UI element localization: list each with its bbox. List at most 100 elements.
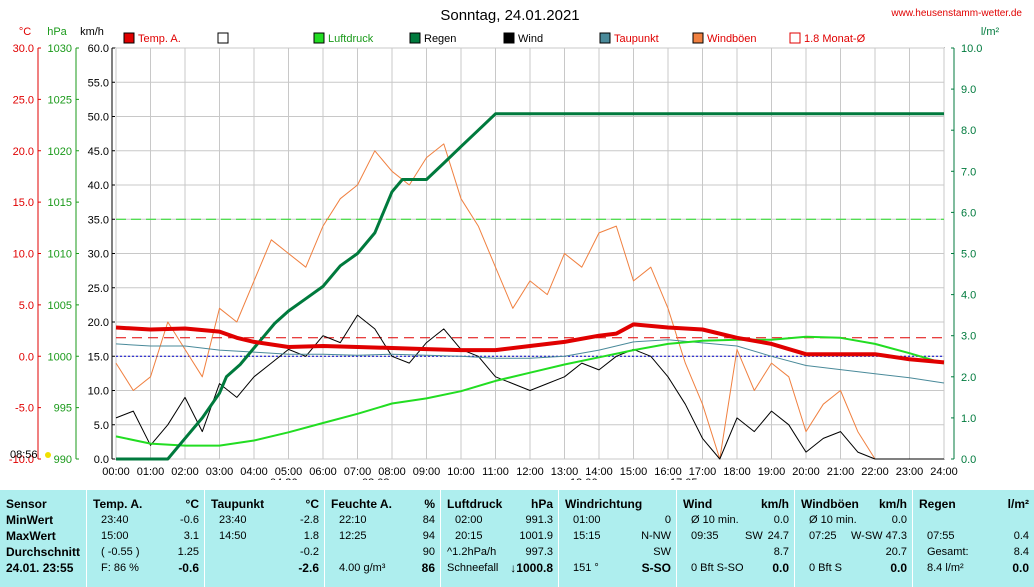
press-header: Luftdruck: [447, 497, 503, 511]
y-tick-label: 10.0: [13, 249, 34, 261]
x-tick-label: 13:00: [551, 466, 579, 478]
x-tick-label: 06:00: [309, 466, 337, 478]
hum-current: 86: [421, 561, 435, 575]
rain-total: 8.4: [1013, 546, 1029, 558]
y-tick-label: 1015: [48, 197, 72, 209]
sun-marker-label: 17:05: [670, 477, 698, 480]
legend-label: Luftdruck: [328, 33, 374, 45]
date-label: 24.01. 23:55: [6, 561, 74, 575]
rain-tick-label: 9.0: [961, 84, 976, 96]
rain-tick-label: 4.0: [961, 290, 976, 302]
legend-item: 1.8 Monat-Ø: [789, 32, 866, 45]
pressure-column: Luftdruck hPa 02:00 991.3 20:15 1001.9 ^1.2…: [440, 490, 559, 587]
gust-max: 47.3: [885, 530, 907, 542]
kmh-unit: km/h: [80, 26, 104, 38]
press-trend: ^1.2hPa/h: [447, 546, 497, 558]
dir-header: Windrichtung: [565, 497, 643, 511]
x-tick-label: 16:00: [654, 466, 682, 478]
y-tick-label: 5.0: [94, 420, 109, 432]
legend-swatch: [599, 32, 611, 44]
wind-column: Wind km/h Ø 10 min. 0.0 09:35 SW 24.7 8.7 0 …: [676, 490, 795, 587]
legend-label: Taupunkt: [614, 33, 659, 45]
hum-min: 84: [422, 514, 435, 526]
legend-swatch: [123, 32, 135, 44]
rain-tick-label: 6.0: [961, 207, 976, 219]
hum-header: Feuchte A.: [331, 497, 392, 511]
y-tick-label: 15.0: [13, 197, 34, 209]
legend-swatch: [692, 32, 704, 44]
legend-label: Temp. A.: [138, 33, 181, 45]
gust-min: 0.0: [891, 514, 907, 526]
x-tick-label: 22:00: [861, 466, 889, 478]
y-tick-label: 5.0: [19, 300, 34, 312]
legend-swatch: [217, 32, 229, 44]
temp-min: -0.6: [180, 514, 199, 526]
y-tick-label: 20.0: [88, 317, 109, 329]
rain-tick-label: 3.0: [961, 331, 976, 343]
y-tick-label: 25.0: [88, 283, 109, 295]
series-windb-en: [115, 143, 944, 460]
x-tick-label: 05:00: [275, 466, 303, 478]
y-tick-label: -5.0: [15, 403, 34, 415]
press-max: 1001.9: [519, 530, 553, 542]
rain-current: 0.0: [1012, 561, 1029, 575]
sensor-header: Sensor: [6, 497, 47, 511]
gust-column: Windböen km/h Ø 10 min. 0.0 07:25 W-SW 47.3 …: [794, 490, 913, 587]
dew-unit: °C: [305, 497, 319, 511]
temp-current: -0.6: [178, 561, 199, 575]
hum-avg: 90: [422, 546, 435, 558]
sun-marker-label: 08:08: [362, 477, 390, 480]
x-tick-label: 17:00: [689, 466, 717, 478]
dew-current: -2.6: [298, 561, 319, 575]
dir-avg: SW: [653, 546, 671, 558]
y-tick-label: 15.0: [88, 351, 109, 363]
press-avg: 997.3: [525, 546, 553, 558]
x-tick-label: 00:00: [102, 466, 130, 478]
legend-item: Windböen: [692, 32, 757, 45]
x-tick-label: 07:00: [344, 466, 372, 478]
rain-tick-label: 2.0: [961, 372, 976, 384]
dew-header: Taupunkt: [211, 497, 265, 511]
temp-unit: °C: [19, 26, 31, 38]
dew-max-time: 14:50: [219, 530, 247, 542]
gust-max-dir: W-SW: [851, 530, 883, 542]
statistics-panel: Sensor MinWert MaxWert Durchschnitt 24.0…: [0, 490, 1034, 587]
legend-swatch: [789, 32, 801, 44]
temp-unit-label: °C: [185, 497, 199, 511]
legend-item: Regen: [409, 32, 456, 45]
y-tick-label: 45.0: [88, 146, 109, 158]
rain-max-time: 07:55: [927, 530, 955, 542]
temp-column: Temp. A. °C 23:40 -0.6 15:00 3.1 ( -0.55 ) 1…: [86, 490, 205, 587]
sun-marker-label: 13:06: [570, 477, 598, 480]
legend-item: Temp. A.: [123, 32, 181, 45]
rain-max: 0.4: [1013, 530, 1029, 542]
wind-max-time: 09:35: [691, 530, 719, 542]
gust-unit: km/h: [878, 497, 907, 511]
legend-label: Regen: [424, 33, 456, 45]
rain-tick-label: 8.0: [961, 125, 976, 137]
legend-swatch: [313, 32, 325, 44]
temp-max-time: 15:00: [101, 530, 129, 542]
y-tick-label: 1000: [48, 351, 72, 363]
dew-min: -2.8: [300, 514, 319, 526]
wind-max: 24.7: [767, 530, 789, 542]
y-tick-label: 50.0: [88, 112, 109, 124]
dir-min-time: 01:00: [573, 514, 601, 526]
sensor-column: Sensor MinWert MaxWert Durchschnitt 24.0…: [0, 490, 86, 587]
series-luftdruck: [115, 335, 945, 447]
gust-avg: 20.7: [885, 546, 907, 558]
y-tick-label: 0.0: [19, 351, 34, 363]
hum-min-time: 22:10: [339, 514, 367, 526]
x-tick-label: 14:00: [585, 466, 613, 478]
legend-item: [217, 32, 229, 44]
y-tick-label: 60.0: [88, 43, 109, 55]
x-tick-label: 18:00: [723, 466, 751, 478]
x-tick-label: 21:00: [827, 466, 855, 478]
press-forecast: Schneefall: [447, 562, 499, 574]
y-tick-label: 1030: [48, 43, 72, 55]
series-temp-a-: [115, 322, 945, 365]
dew-min-time: 23:40: [219, 514, 247, 526]
gust-header: Windböen: [801, 497, 859, 511]
press-unit: hPa: [530, 497, 553, 511]
y-tick-label: 55.0: [88, 77, 109, 89]
